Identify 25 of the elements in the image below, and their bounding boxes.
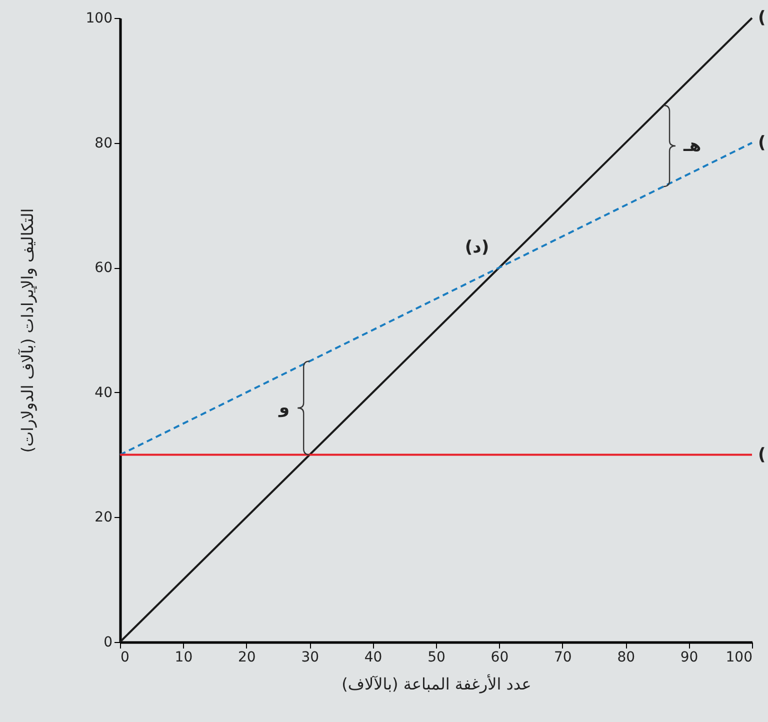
y-tick-label: 20 <box>94 510 112 526</box>
annotation: ( <box>758 132 766 153</box>
x-tick-label: 80 <box>617 650 636 666</box>
x-tick-label: 60 <box>490 650 509 666</box>
y-tick-label: 80 <box>94 135 112 152</box>
x-tick-label: 70 <box>554 650 572 666</box>
y-tick-label: 0 <box>104 634 112 650</box>
x-tick-label: 90 <box>680 650 698 666</box>
annotation: ( <box>758 444 766 465</box>
x-tick-label: 50 <box>428 650 446 666</box>
annotation: ( <box>758 8 766 28</box>
y-tick-label: 40 <box>94 384 112 401</box>
x-tick-label: 20 <box>238 650 256 666</box>
annotation: هـ <box>682 136 702 156</box>
y-tick-label: 60 <box>94 260 112 276</box>
x-tick-label: 10 <box>174 650 193 666</box>
y-tick-label: 100 <box>86 10 112 26</box>
x-tick-label: 0 <box>120 650 130 666</box>
x-tick-label: 40 <box>364 650 382 666</box>
x-tick-label: 30 <box>301 650 320 666</box>
annotation: (د) <box>464 238 490 258</box>
y-axis-title: التكاليف والإيرادات (بآلاف الدولارات) <box>16 208 37 453</box>
annotation: و <box>278 398 290 418</box>
x-tick-label: 100 <box>726 650 752 666</box>
x-axis-title: عدد الأرغفة المباعة (بالآلاف) <box>342 674 532 694</box>
